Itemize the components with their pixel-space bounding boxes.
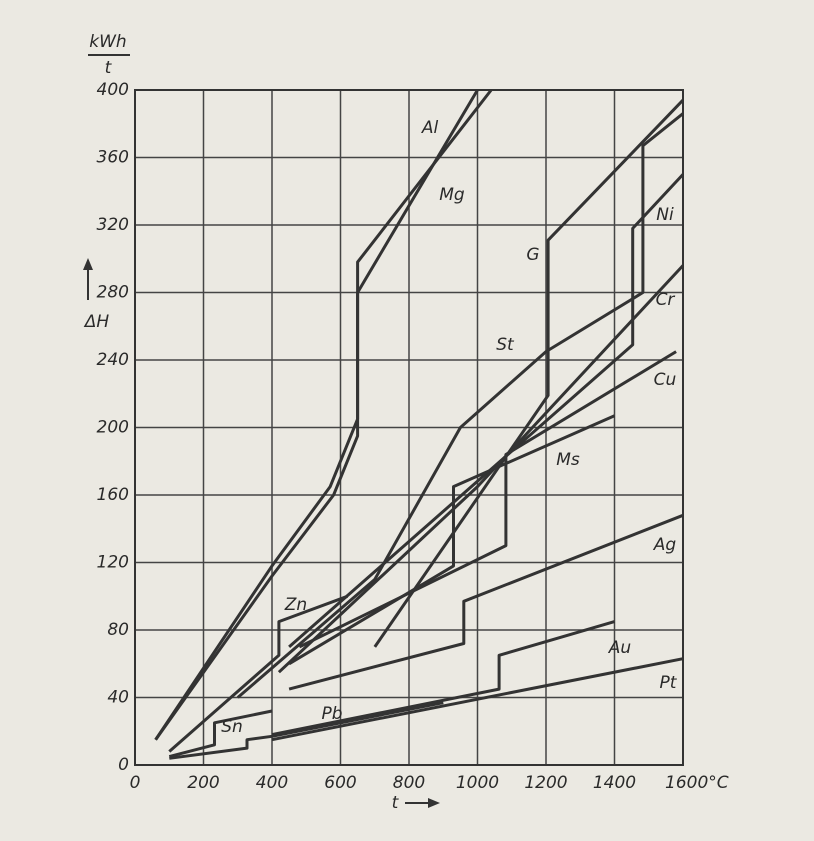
series-label: Ni: [656, 205, 674, 225]
series-label: Cu: [654, 370, 677, 390]
x-tick-label: 800: [393, 773, 425, 793]
x-tick-label: 0: [130, 773, 141, 793]
x-tick-label: 1200: [524, 773, 567, 793]
x-tick-label: 1400: [593, 773, 636, 793]
series-line: [168, 709, 273, 759]
x-axis-label: t: [392, 793, 400, 813]
y-tick-label: 40: [107, 688, 129, 708]
series-label: Cr: [656, 290, 676, 310]
x-arrow-head: [428, 798, 440, 808]
y-tick-label: 360: [97, 148, 129, 168]
series-line: [168, 594, 348, 753]
series-label: Zn: [284, 595, 307, 615]
series-label: St: [496, 335, 515, 355]
series-line: [271, 620, 615, 737]
x-tick-label: 1000: [456, 773, 499, 793]
y-tick-label: 80: [107, 620, 129, 640]
series-line: [373, 99, 685, 648]
x-tick-label: 200: [187, 773, 219, 793]
x-tick-label: 1600°C: [665, 773, 729, 793]
y-tick-label: 0: [118, 755, 129, 775]
y-tick-label: 240: [97, 350, 129, 370]
y-tick-label: 200: [97, 418, 129, 438]
series-line: [277, 264, 685, 674]
x-tick-label: 600: [324, 773, 356, 793]
series-label: Mg: [439, 185, 465, 205]
series-label: Au: [608, 638, 632, 658]
series-line: [154, 89, 479, 741]
y-arrow-head: [83, 258, 93, 270]
y-tick-label: 160: [97, 485, 129, 505]
series-label: Ag: [653, 535, 677, 555]
series-line: [271, 657, 684, 742]
y-unit-denominator: t: [105, 58, 113, 78]
series-line: [169, 701, 444, 760]
series-line: [288, 173, 685, 649]
series-line: [288, 414, 616, 666]
y-axis-label: ΔH: [83, 312, 110, 332]
series-label: Pt: [660, 673, 678, 693]
y-tick-label: 120: [97, 553, 129, 573]
y-tick-label: 280: [97, 283, 129, 303]
series-line: [236, 112, 684, 699]
plot-frame: [134, 89, 684, 766]
series-line: [154, 89, 493, 741]
series-label: Sn: [221, 717, 243, 737]
series-label: Ms: [556, 450, 580, 470]
x-tick-label: 400: [256, 773, 288, 793]
y-unit-numerator: kWh: [89, 32, 126, 52]
series-line: [288, 513, 684, 691]
y-tick-label: 320: [97, 215, 129, 235]
series-label: Pb: [321, 704, 342, 724]
y-tick-label: 400: [97, 80, 129, 100]
series-label: Al: [421, 118, 439, 138]
series-label: G: [526, 245, 539, 265]
